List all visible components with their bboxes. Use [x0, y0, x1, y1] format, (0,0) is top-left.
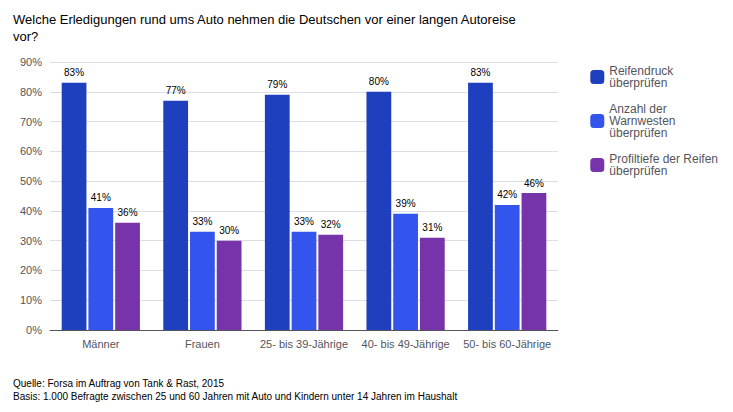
svg-text:20%: 20% [20, 264, 42, 276]
svg-text:Reifendruck: Reifendruck [609, 64, 674, 78]
svg-text:40- bis 49-Jährige: 40- bis 49-Jährige [362, 338, 450, 350]
svg-text:60%: 60% [20, 145, 42, 157]
svg-text:vor?: vor? [13, 29, 38, 44]
svg-text:83%: 83% [64, 67, 84, 78]
svg-text:36%: 36% [118, 207, 138, 218]
svg-text:Quelle: Forsa im Auftrag von T: Quelle: Forsa im Auftrag von Tank & Rast… [13, 378, 224, 389]
svg-text:50- bis 60-Jährige: 50- bis 60-Jährige [463, 338, 551, 350]
svg-text:31%: 31% [422, 222, 442, 233]
svg-text:80%: 80% [20, 86, 42, 98]
svg-text:77%: 77% [166, 85, 186, 96]
svg-text:Warnwesten: Warnwesten [609, 114, 676, 128]
svg-text:Anzahl der: Anzahl der [609, 102, 667, 116]
svg-text:0%: 0% [26, 324, 42, 336]
svg-text:41%: 41% [91, 192, 111, 203]
svg-text:Welche Erledigungen rund ums A: Welche Erledigungen rund ums Auto nehmen… [13, 12, 516, 27]
svg-text:79%: 79% [267, 79, 287, 90]
svg-text:39%: 39% [396, 198, 416, 209]
svg-text:Basis: 1.000 Befragte zwischen: Basis: 1.000 Befragte zwischen 25 und 60… [13, 391, 457, 402]
svg-text:überprüfen: überprüfen [609, 76, 667, 90]
svg-text:33%: 33% [294, 216, 314, 227]
svg-text:Profiltiefe der Reifen: Profiltiefe der Reifen [609, 152, 718, 166]
svg-text:90%: 90% [20, 56, 42, 68]
svg-text:40%: 40% [20, 205, 42, 217]
svg-text:Frauen: Frauen [185, 338, 220, 350]
svg-text:überprüfen: überprüfen [609, 164, 667, 178]
svg-text:30%: 30% [20, 235, 42, 247]
svg-text:83%: 83% [470, 67, 490, 78]
svg-text:Männer: Männer [82, 338, 120, 350]
svg-text:30%: 30% [219, 225, 239, 236]
svg-text:46%: 46% [524, 178, 544, 189]
svg-text:42%: 42% [497, 189, 517, 200]
svg-text:überprüfen: überprüfen [609, 126, 667, 140]
svg-text:33%: 33% [192, 216, 212, 227]
svg-text:50%: 50% [20, 175, 42, 187]
svg-text:10%: 10% [20, 294, 42, 306]
svg-text:80%: 80% [369, 76, 389, 87]
svg-text:25- bis 39-Jährige: 25- bis 39-Jährige [260, 338, 348, 350]
svg-text:32%: 32% [321, 219, 341, 230]
svg-text:70%: 70% [20, 116, 42, 128]
